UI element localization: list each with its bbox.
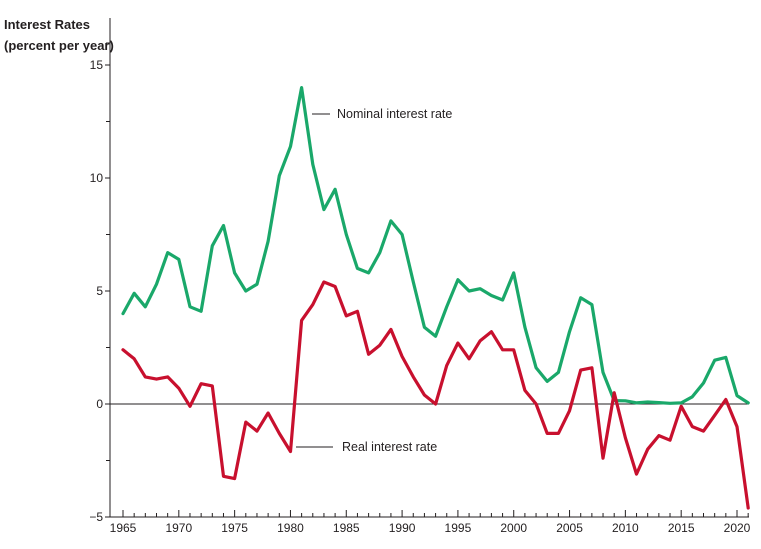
- x-tick-label: 1990: [389, 521, 416, 535]
- axes: 15 10 5 0 −5 1965 1970 1975 1980 1985 1990 1995 2000…: [89, 18, 751, 535]
- real-rate-line: [121, 280, 750, 510]
- x-tick-label: 1965: [110, 521, 137, 535]
- y-tick-label: 15: [90, 58, 104, 72]
- y-tick-label: 10: [90, 171, 104, 185]
- annotation-layer: Nominal interest rate Real interest rate: [296, 107, 452, 454]
- y-tick-label: −5: [89, 510, 103, 524]
- y-axis-title-line-1: Interest Rates: [4, 17, 90, 32]
- y-tick-label: 5: [96, 284, 103, 298]
- x-tick-label: 2010: [612, 521, 639, 535]
- x-tick-label: 1975: [221, 521, 248, 535]
- series-layer: [121, 85, 750, 510]
- x-tick-label: 2000: [500, 521, 527, 535]
- y-axis-title-line-2: (percent per year): [4, 38, 114, 53]
- nominal-rate-label: Nominal interest rate: [337, 107, 452, 121]
- x-tick-label: 1970: [165, 521, 192, 535]
- y-axis-title: Interest Rates (percent per year): [4, 17, 114, 53]
- x-tick-label: 1995: [445, 521, 472, 535]
- x-tick-label: 2005: [556, 521, 583, 535]
- x-tick-label: 2015: [668, 521, 695, 535]
- y-tick-label: 0: [96, 397, 103, 411]
- x-tick-label: 1980: [277, 521, 304, 535]
- x-tick-label: 2020: [724, 521, 751, 535]
- x-tick-label: 1985: [333, 521, 360, 535]
- nominal-rate-line: [121, 85, 750, 405]
- real-rate-label: Real interest rate: [342, 440, 437, 454]
